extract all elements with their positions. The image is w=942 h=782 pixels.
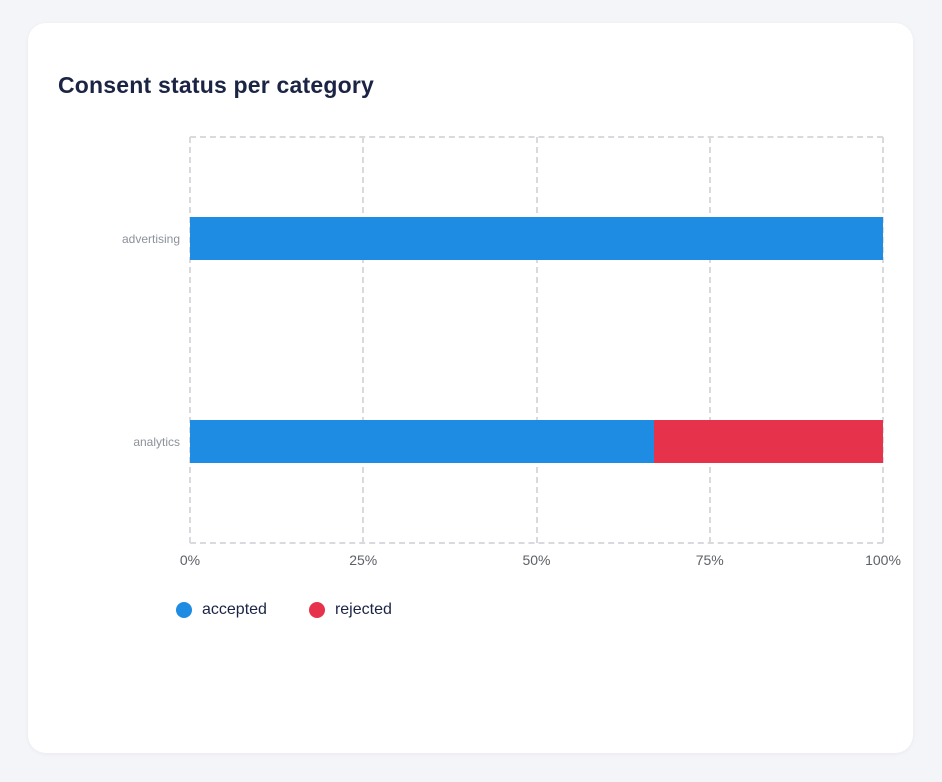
legend-item-accepted[interactable]: accepted — [176, 601, 267, 619]
x-tick-label: 0% — [179, 552, 201, 568]
x-tick-label: 75% — [695, 552, 724, 568]
bar-segment-accepted — [190, 420, 655, 463]
category-label-advertising: advertising — [121, 231, 180, 246]
legend-item-rejected[interactable]: rejected — [308, 601, 392, 619]
gridline — [882, 137, 884, 543]
legend-swatch-rejected — [308, 602, 325, 618]
plot-bottom-border — [190, 542, 883, 544]
gridline — [708, 137, 711, 543]
legend: accepted rejected — [176, 601, 392, 619]
x-axis: 0% 25% 50% 75% 100% — [180, 543, 901, 573]
category-label-analytics: analytics — [133, 434, 180, 449]
x-tick-label: 25% — [349, 552, 378, 568]
gridline — [362, 137, 365, 543]
gridline — [535, 137, 538, 543]
bar-advertising — [190, 217, 883, 260]
legend-label-accepted: accepted — [202, 601, 267, 618]
chart-card: Consent status per category advertising a… — [28, 23, 913, 753]
x-tick-label: 50% — [522, 552, 551, 568]
bar-analytics — [190, 420, 883, 463]
legend-label-rejected: rejected — [334, 601, 392, 618]
x-tick-label: 100% — [865, 552, 901, 568]
gridline — [189, 137, 191, 543]
bar-segment-rejected — [654, 420, 883, 463]
chart-title: Consent status per category — [58, 72, 374, 98]
bar-segment-accepted — [190, 217, 883, 260]
plot-area: advertising analytics — [122, 136, 884, 544]
legend-swatch-accepted — [176, 602, 192, 618]
